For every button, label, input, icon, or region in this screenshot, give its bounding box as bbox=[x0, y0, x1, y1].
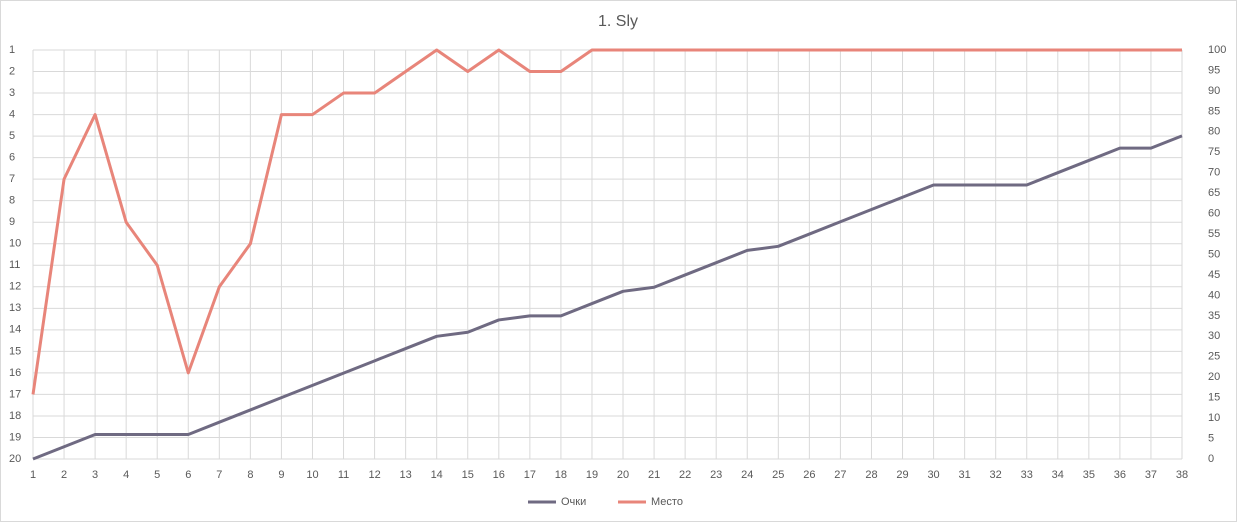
y2-tick-label: 30 bbox=[1208, 330, 1220, 342]
y-tick-label: 6 bbox=[9, 152, 15, 164]
y-tick-label: 19 bbox=[9, 431, 21, 443]
legend-label: Место bbox=[651, 496, 683, 508]
y-tick-label: 8 bbox=[9, 195, 15, 207]
legend-label: Очки bbox=[561, 496, 586, 508]
y-tick-label: 9 bbox=[9, 216, 15, 228]
x-tick-label: 18 bbox=[555, 469, 567, 481]
x-tick-label: 24 bbox=[741, 469, 753, 481]
x-tick-label: 29 bbox=[896, 469, 908, 481]
x-tick-label: 9 bbox=[278, 469, 284, 481]
x-tick-label: 33 bbox=[1021, 469, 1033, 481]
x-tick-label: 35 bbox=[1083, 469, 1095, 481]
y-tick-label: 2 bbox=[9, 65, 15, 77]
x-tick-label: 28 bbox=[865, 469, 877, 481]
x-tick-label: 20 bbox=[617, 469, 629, 481]
y2-tick-label: 95 bbox=[1208, 64, 1220, 76]
y2-tick-label: 10 bbox=[1208, 412, 1220, 424]
y2-tick-label: 5 bbox=[1208, 432, 1214, 444]
x-tick-label: 11 bbox=[338, 469, 349, 481]
y2-tick-label: 65 bbox=[1208, 187, 1220, 199]
x-tick-label: 3 bbox=[92, 469, 98, 481]
x-tick-label: 19 bbox=[586, 469, 598, 481]
y-tick-label: 11 bbox=[9, 259, 20, 271]
y-tick-label: 20 bbox=[9, 453, 21, 465]
x-tick-label: 36 bbox=[1114, 469, 1126, 481]
y-tick-label: 17 bbox=[9, 388, 21, 400]
y2-tick-label: 50 bbox=[1208, 248, 1220, 260]
x-tick-label: 5 bbox=[154, 469, 160, 481]
y2-tick-label: 0 bbox=[1208, 453, 1214, 465]
y2-tick-label: 45 bbox=[1208, 269, 1220, 281]
x-tick-label: 25 bbox=[772, 469, 784, 481]
y2-tick-label: 70 bbox=[1208, 167, 1220, 179]
x-tick-label: 2 bbox=[61, 469, 67, 481]
x-tick-label: 16 bbox=[493, 469, 505, 481]
y-tick-label: 16 bbox=[9, 367, 21, 379]
y2-tick-label: 25 bbox=[1208, 351, 1220, 363]
y-tick-label: 5 bbox=[9, 130, 15, 142]
x-tick-label: 17 bbox=[524, 469, 536, 481]
y-tick-label: 18 bbox=[9, 410, 21, 422]
x-tick-label: 30 bbox=[927, 469, 939, 481]
x-tick-label: 4 bbox=[123, 469, 129, 481]
x-tick-label: 6 bbox=[185, 469, 191, 481]
series-line bbox=[32, 134, 1183, 461]
y2-tick-label: 100 bbox=[1208, 44, 1226, 56]
x-tick-label: 38 bbox=[1176, 469, 1188, 481]
y2-tick-label: 75 bbox=[1208, 146, 1220, 158]
x-tick-label: 13 bbox=[400, 469, 412, 481]
y-tick-label: 14 bbox=[9, 324, 21, 336]
x-tick-label: 7 bbox=[216, 469, 222, 481]
y-tick-label: 1 bbox=[9, 44, 15, 56]
y-tick-label: 10 bbox=[9, 238, 21, 250]
y2-tick-label: 15 bbox=[1208, 392, 1220, 404]
x-tick-label: 12 bbox=[368, 469, 380, 481]
x-tick-label: 23 bbox=[710, 469, 722, 481]
x-tick-label: 8 bbox=[247, 469, 253, 481]
x-tick-label: 37 bbox=[1145, 469, 1157, 481]
x-tick-label: 26 bbox=[803, 469, 815, 481]
x-tick-label: 31 bbox=[958, 469, 970, 481]
y-tick-label: 3 bbox=[9, 87, 15, 99]
y-tick-label: 4 bbox=[9, 108, 15, 120]
y2-tick-label: 80 bbox=[1208, 126, 1220, 138]
y2-tick-label: 40 bbox=[1208, 289, 1220, 301]
y-tick-label: 13 bbox=[9, 302, 21, 314]
series-line bbox=[31, 48, 1182, 395]
x-tick-label: 22 bbox=[679, 469, 691, 481]
y2-tick-label: 55 bbox=[1208, 228, 1220, 240]
y-tick-label: 12 bbox=[9, 281, 21, 293]
x-tick-label: 14 bbox=[431, 469, 443, 481]
x-tick-label: 15 bbox=[462, 469, 474, 481]
x-tick-label: 34 bbox=[1052, 469, 1064, 481]
y2-tick-label: 85 bbox=[1208, 105, 1220, 117]
x-tick-label: 1 bbox=[30, 469, 36, 481]
y2-tick-label: 90 bbox=[1208, 85, 1220, 97]
x-tick-label: 10 bbox=[306, 469, 318, 481]
y-tick-label: 7 bbox=[9, 173, 15, 185]
y-tick-label: 15 bbox=[9, 345, 21, 357]
x-tick-label: 32 bbox=[990, 469, 1002, 481]
y2-tick-label: 60 bbox=[1208, 208, 1220, 220]
x-tick-label: 27 bbox=[834, 469, 846, 481]
y2-tick-label: 35 bbox=[1208, 310, 1220, 322]
chart-title: 1. Sly bbox=[598, 13, 638, 30]
x-tick-label: 21 bbox=[648, 469, 660, 481]
y2-tick-label: 20 bbox=[1208, 371, 1220, 383]
